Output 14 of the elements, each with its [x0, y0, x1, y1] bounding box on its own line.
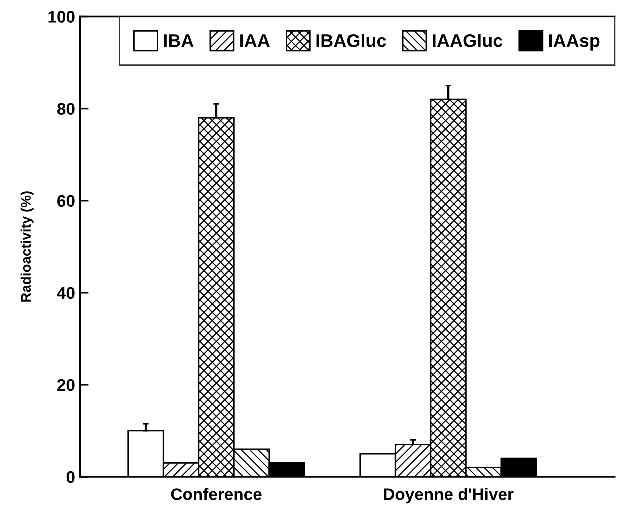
- legend-label: IBAGluc: [316, 34, 386, 48]
- y-tick-label: 80: [57, 103, 75, 116]
- y-tick-label: 60: [58, 195, 75, 208]
- legend-label: IBA: [164, 34, 194, 48]
- x-tick-label: Doyenne d'Hiver: [384, 488, 514, 504]
- y-tick-label: 40: [57, 287, 75, 300]
- legend-label: IAAGluc: [433, 34, 503, 48]
- y-axis-title: Radioactivity (%): [20, 192, 34, 302]
- legend-label: IAAsp: [550, 34, 600, 51]
- legend-label: IAA: [240, 34, 270, 48]
- y-tick-label: 100: [48, 11, 75, 23]
- y-tick-label: 0: [66, 471, 75, 484]
- y-tick-label: 20: [58, 379, 75, 392]
- x-tick-label: Conference: [171, 488, 262, 500]
